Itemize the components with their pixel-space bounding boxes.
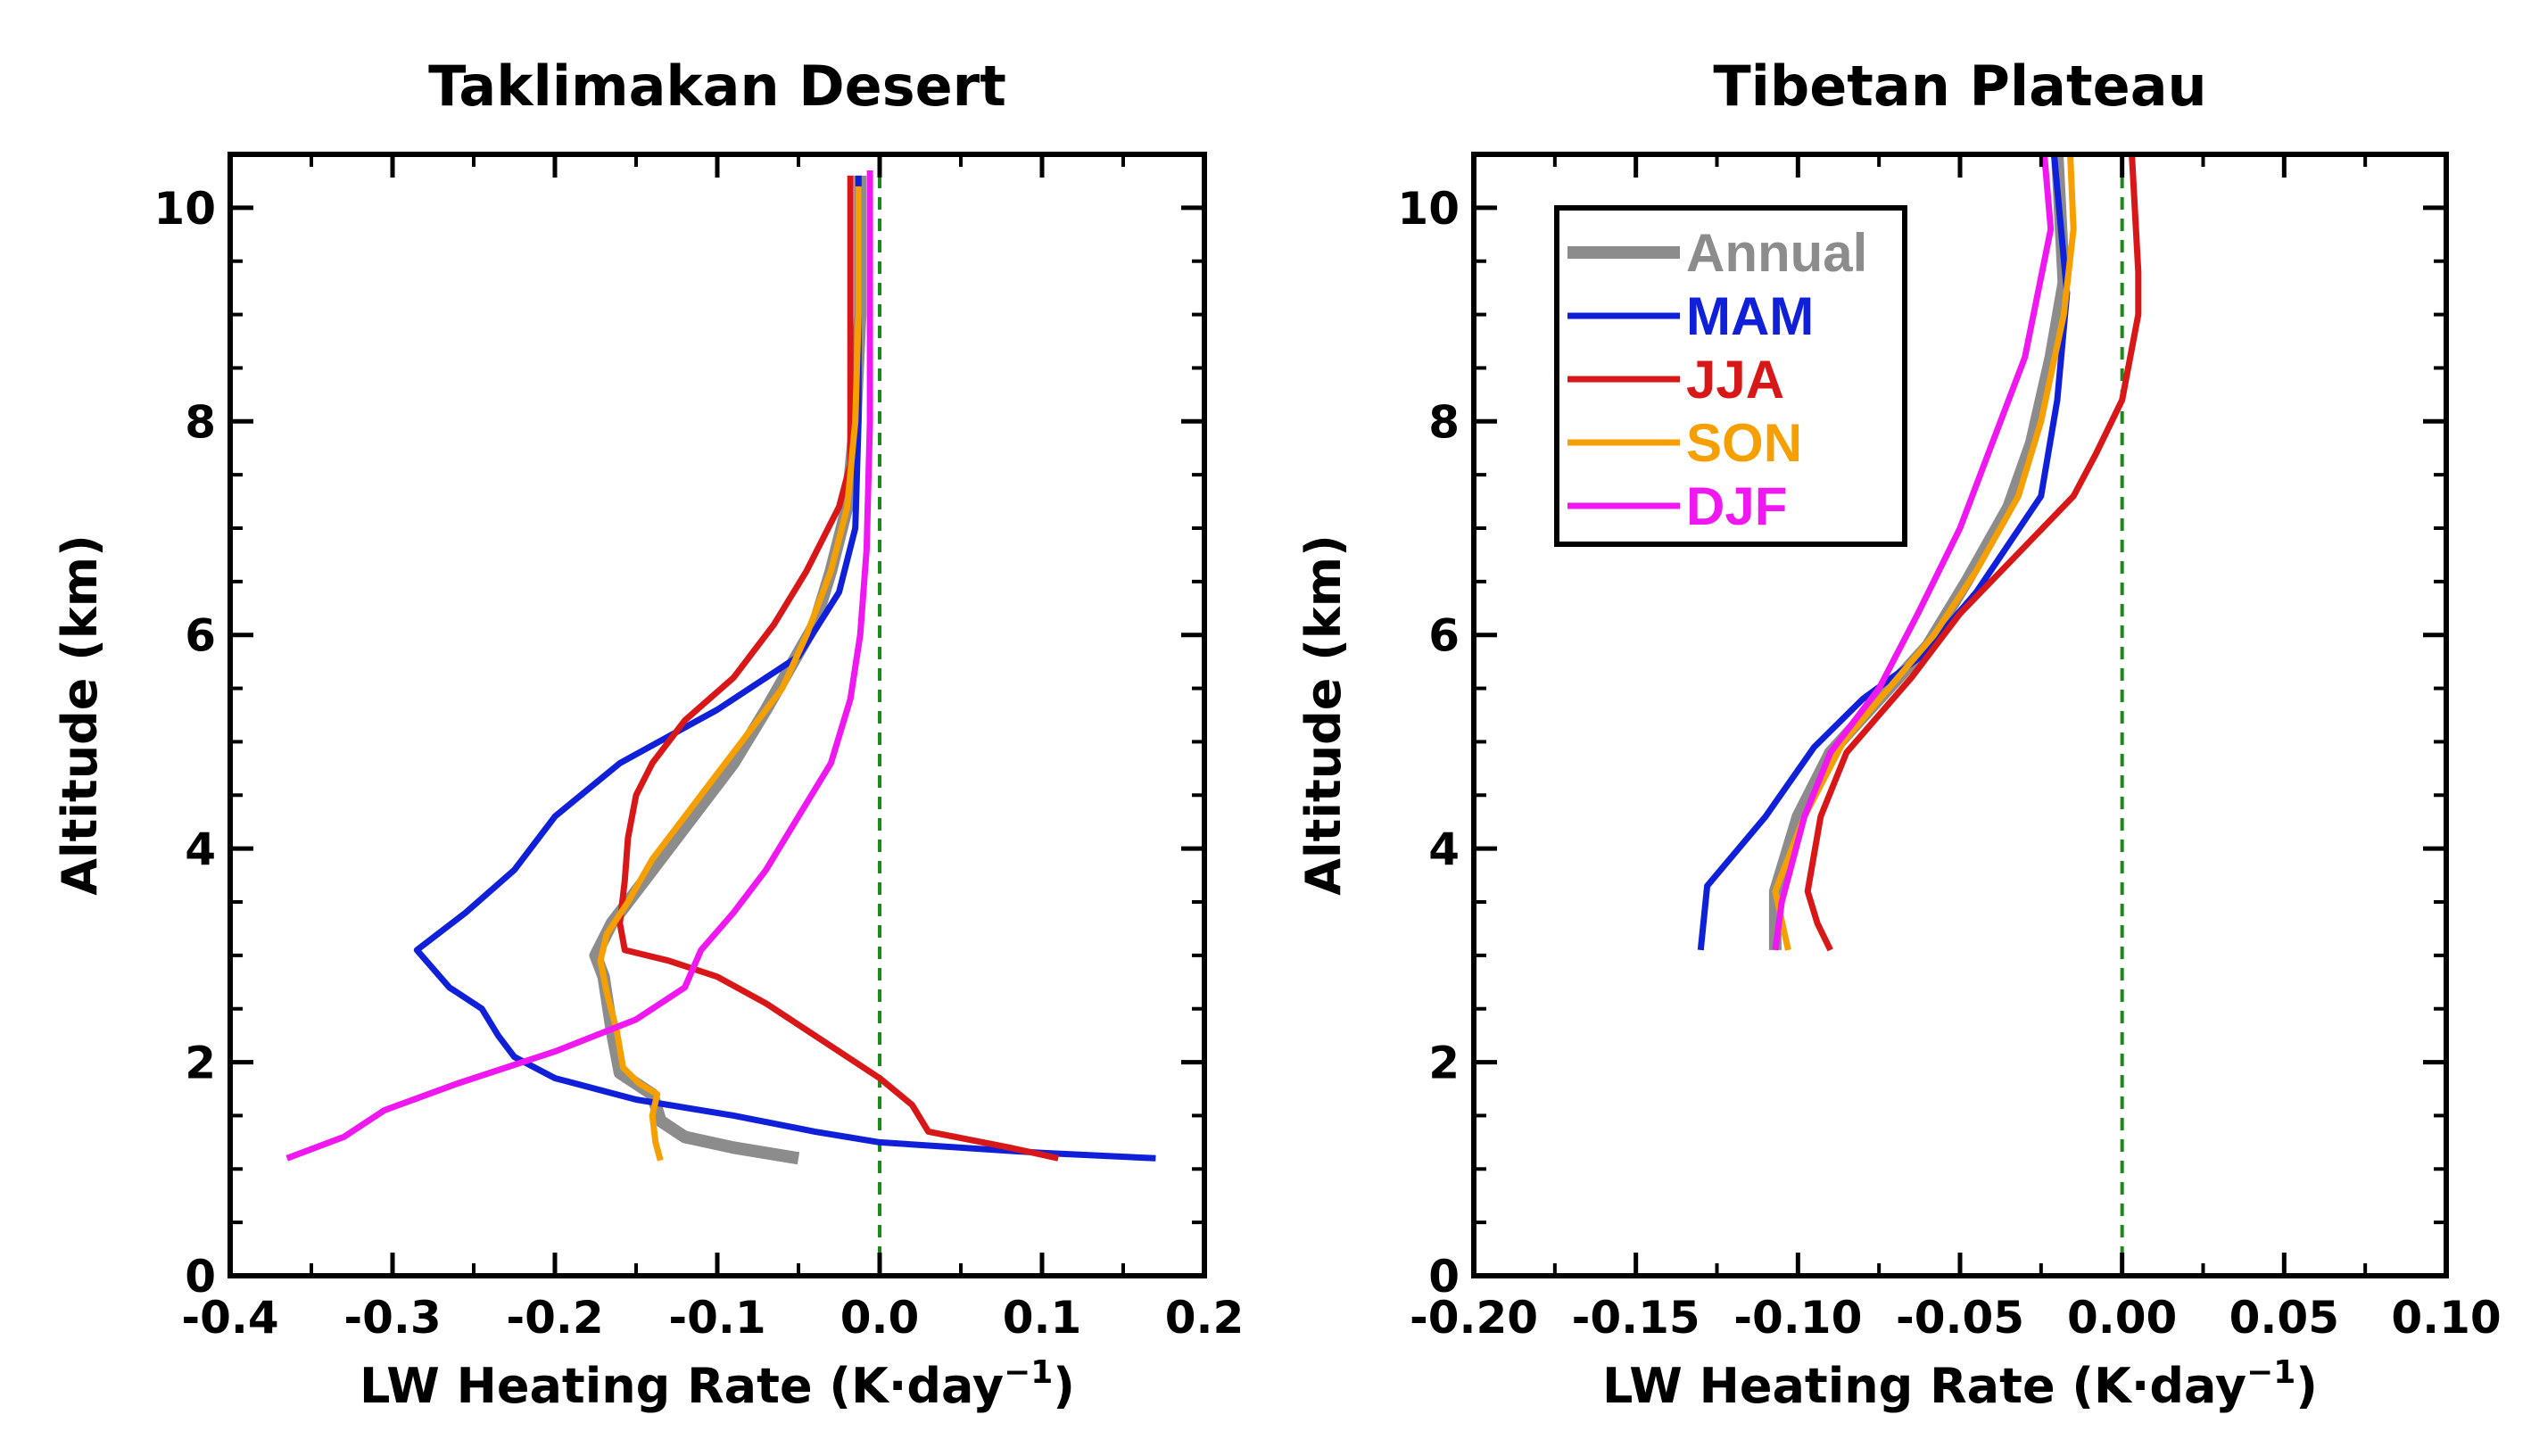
x-axis-label-close: ) — [1053, 1358, 1075, 1414]
series-group — [1697, 154, 2142, 952]
x-tick-label: 0.2 — [1165, 1292, 1245, 1344]
x-tick-label: -0.3 — [343, 1292, 441, 1344]
y-tick-label: 0 — [185, 1251, 216, 1303]
legend-label-mam: MAM — [1686, 286, 1814, 346]
legend-label-annual: Annual — [1686, 223, 1867, 283]
y-tick-label: 6 — [1428, 610, 1460, 662]
x-axis-label-main: LW Heating Rate (K·day — [360, 1358, 1004, 1414]
x-tick-label: 0.05 — [2229, 1292, 2339, 1344]
x-axis-label: LW Heating Rate (K·day−1) — [1602, 1354, 2318, 1414]
series-line-jja — [1804, 154, 2142, 952]
legend-label-jja: JJA — [1686, 350, 1784, 410]
y-tick-label: 0 — [1428, 1251, 1460, 1303]
panel-title: Tibetan Plateau — [1713, 54, 2206, 119]
x-tick-label: -0.20 — [1410, 1292, 1538, 1344]
x-tick-label: 0.00 — [2067, 1292, 2177, 1344]
y-tick-label: 2 — [1428, 1038, 1460, 1089]
x-tick-label: -0.15 — [1572, 1292, 1700, 1344]
x-axis-label-close: ) — [2295, 1358, 2318, 1414]
legend-label-djf: DJF — [1686, 476, 1787, 536]
panel-2: Tibetan Plateau -0.20 -0.15 -0.10 -0.05 0.00 0… — [1295, 54, 2502, 1414]
series-group — [285, 170, 1156, 1165]
y-axis-label: Altitude (km) — [1295, 534, 1352, 896]
series-line-mam — [413, 175, 1156, 1162]
y-tick-label: 2 — [185, 1038, 216, 1089]
series-line-mam — [1697, 154, 2071, 951]
x-tick-label: -0.4 — [181, 1292, 278, 1344]
x-axis-label: LW Heating Rate (K·day−1) — [360, 1354, 1075, 1414]
y-tick-label: 8 — [185, 396, 216, 448]
x-tick-label: 0.10 — [2391, 1292, 2501, 1344]
y-tick-label: 6 — [185, 610, 216, 662]
y-tick-label: 10 — [1397, 183, 1460, 235]
y-tick-label: 4 — [185, 823, 216, 875]
series-line-djf — [1772, 154, 2055, 951]
panel-1: Taklimakan Desert -0.4 -0.3 -0.2 -0.1 0.0 0.1 0… — [52, 54, 1244, 1414]
panel-title: Taklimakan Desert — [428, 54, 1006, 119]
x-tick-label: -0.05 — [1896, 1292, 2024, 1344]
series-line-son — [597, 186, 862, 1162]
x-tick-label: -0.10 — [1733, 1292, 1862, 1344]
series-line-annual — [589, 175, 867, 1165]
y-tick-label: 10 — [153, 183, 216, 235]
legend-label-son: SON — [1686, 413, 1802, 473]
series-line-djf — [285, 170, 873, 1162]
x-axis-label-exponent: −1 — [2246, 1354, 2295, 1391]
y-tick-label: 8 — [1428, 396, 1460, 448]
x-tick-label: 0.1 — [1003, 1292, 1082, 1344]
y-tick-label: 4 — [1428, 823, 1460, 875]
x-axis-label-exponent: −1 — [1004, 1354, 1053, 1391]
plot-frame — [227, 152, 1207, 1278]
x-axis-label-main: LW Heating Rate (K·day — [1602, 1358, 2246, 1414]
x-tick-label: -0.2 — [506, 1292, 603, 1344]
y-axis-label: Altitude (km) — [52, 534, 108, 896]
x-tick-label: -0.1 — [668, 1292, 765, 1344]
series-line-jja — [616, 175, 1059, 1162]
x-tick-label: 0.0 — [840, 1292, 920, 1344]
